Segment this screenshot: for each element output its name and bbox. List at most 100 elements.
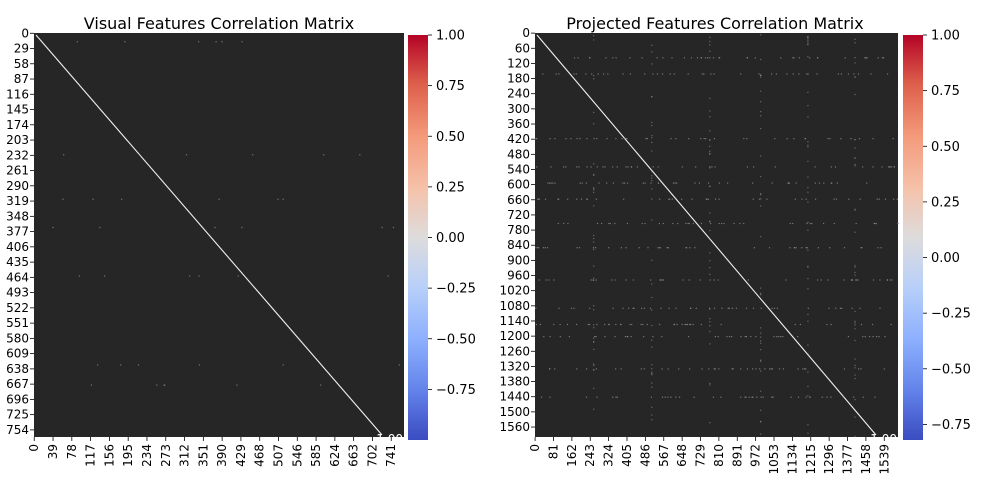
y-tick-label: 145 [6, 103, 29, 117]
speckle [593, 248, 595, 251]
speckle [651, 346, 653, 348]
speckle [625, 247, 627, 249]
speckle [596, 323, 598, 326]
speckle [559, 323, 561, 326]
speckle [568, 336, 570, 338]
speckle [657, 247, 659, 249]
colorbar-tick-label: 0.50 [436, 130, 465, 145]
speckle [536, 138, 538, 140]
speckle [597, 73, 599, 75]
speckle [743, 222, 745, 225]
speckle [612, 396, 614, 398]
x-tick-label: 585 [309, 444, 323, 467]
heatmap-cells [34, 33, 404, 437]
speckle [214, 226, 216, 229]
speckle [662, 279, 664, 281]
y-tick-label: 120 [507, 56, 530, 70]
speckle [891, 279, 893, 281]
speckle [97, 364, 99, 366]
speckle [282, 364, 284, 366]
speckle [854, 399, 856, 401]
speckle [854, 435, 856, 437]
speckle [782, 368, 784, 370]
speckle [877, 57, 879, 59]
speckle [607, 73, 609, 75]
speckle [688, 279, 690, 281]
speckle [709, 110, 711, 112]
speckle [593, 408, 595, 410]
y-tick-label: 261 [6, 164, 29, 178]
speckle [538, 198, 541, 200]
speckle [718, 198, 720, 200]
speckle [601, 222, 603, 225]
heatmap-cells [535, 33, 898, 437]
speckle [626, 336, 628, 338]
speckle [864, 336, 866, 338]
speckle [760, 390, 762, 392]
y-tick-label: 87 [14, 72, 29, 86]
speckle [631, 323, 633, 326]
speckle [709, 50, 711, 52]
speckle [647, 247, 649, 249]
y-tick-label: 1560 [499, 420, 530, 434]
speckle [622, 182, 624, 184]
speckle [807, 320, 809, 322]
speckle [660, 307, 662, 309]
speckle [706, 198, 708, 200]
speckle [778, 368, 781, 370]
speckle [612, 307, 614, 309]
speckle [771, 307, 773, 309]
speckle [241, 41, 243, 43]
y-tick-label: 290 [6, 179, 29, 193]
speckle [668, 198, 670, 200]
speckle [859, 307, 861, 309]
speckle [701, 368, 703, 370]
speckle [651, 63, 653, 65]
speckle [587, 323, 589, 326]
speckle [550, 166, 552, 168]
y-tick-label: 551 [6, 316, 29, 330]
speckle [626, 138, 628, 140]
speckle [840, 73, 842, 75]
speckle [593, 369, 595, 371]
speckle [760, 396, 762, 398]
speckle [850, 138, 852, 140]
speckle [589, 57, 591, 59]
speckle [641, 307, 643, 309]
speckle [709, 139, 711, 141]
speckle [753, 247, 755, 249]
y-tick-label: 377 [6, 225, 29, 239]
speckle [704, 57, 707, 59]
speckle [807, 116, 809, 118]
x-tick-label: 78 [65, 444, 79, 459]
speckle [760, 421, 762, 423]
speckle [807, 352, 809, 355]
diagonal-line [536, 34, 877, 436]
speckle [807, 221, 809, 223]
cell-annotation: 1.00 [376, 432, 403, 446]
speckle [593, 387, 595, 389]
speckle [794, 323, 796, 326]
speckle [596, 166, 598, 168]
speckle [776, 336, 778, 338]
speckle [797, 336, 799, 338]
speckle [770, 368, 772, 370]
colorbar-tick-label: −0.25 [436, 282, 476, 297]
speckle [632, 307, 634, 309]
y-tick-label: 29 [14, 42, 29, 56]
speckle [854, 93, 856, 96]
speckle [883, 368, 885, 370]
heatmap-panel-projected: Projected Features Correlation Matrix 1.… [499, 14, 970, 475]
speckle [752, 396, 754, 398]
speckle [877, 247, 879, 249]
speckle [586, 198, 588, 200]
speckle [807, 36, 809, 38]
speckle [709, 238, 711, 240]
x-tick-label: 117 [84, 444, 98, 467]
speckle [840, 138, 842, 140]
speckle [760, 349, 762, 351]
speckle [189, 275, 191, 277]
speckle [52, 226, 54, 229]
colorbar-tick-label: −0.25 [931, 307, 971, 322]
